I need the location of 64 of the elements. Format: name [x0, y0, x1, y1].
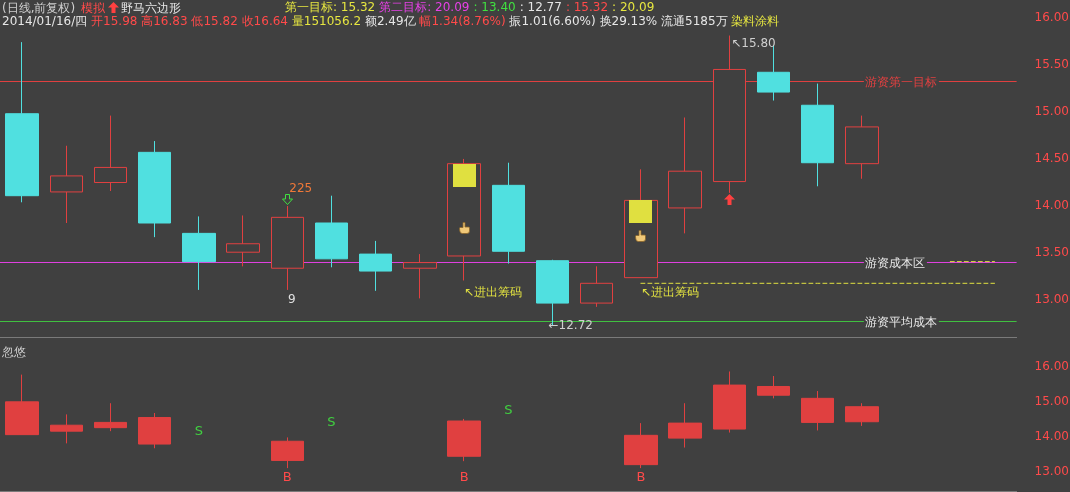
annotation: B — [636, 469, 646, 484]
y-tick-label: 14.00 — [1034, 198, 1069, 213]
candlestick — [94, 115, 127, 192]
ref-line-label: 游资平均成本 — [864, 314, 937, 329]
text: 野马六边形 — [121, 1, 182, 15]
candlestick — [624, 422, 658, 469]
ref-line-label: 游资成本区 — [864, 255, 925, 270]
annotation: ↖15.80 — [731, 35, 776, 50]
text: 第二目标: 20.09 — [379, 0, 470, 14]
candlestick — [138, 140, 171, 238]
y-tick-label: 15.50 — [1034, 56, 1069, 71]
y-tick-label: 15.00 — [1034, 103, 1069, 118]
candlestick — [580, 265, 613, 308]
candlestick — [138, 412, 171, 449]
candlestick — [5, 41, 39, 203]
annotation: B — [282, 469, 292, 484]
y-tick-label: 13.00 — [1034, 292, 1069, 307]
candlestick — [801, 390, 834, 431]
annotation: ←12.72 — [548, 317, 593, 332]
candlestick — [668, 117, 702, 234]
candlestick — [668, 402, 702, 449]
annotation: ↖进出筹码 — [640, 284, 699, 298]
candlestick — [801, 83, 834, 187]
annotation: B — [459, 469, 469, 484]
y-tick-label: 16.00 — [1034, 9, 1069, 24]
candlestick — [403, 253, 437, 299]
text: : 20.09 — [612, 0, 655, 14]
chart-title: 忽悠 — [2, 345, 26, 359]
chart-title: (日线,前复权) — [2, 1, 76, 15]
candlestick — [5, 374, 39, 436]
candlestick — [845, 402, 879, 427]
text: : 12.77 — [519, 0, 562, 14]
candlestick — [315, 195, 348, 268]
annotation: 9 — [287, 291, 296, 306]
candlestick — [713, 370, 746, 434]
text: 2014/01/16/四 开15.98 高16.83 低15.82 收16.64 量151056.2 额2.49亿 幅1.34(8.76%) 振1.01(6.60%) 换29.13% 流通5185万 染料涂料 — [2, 14, 780, 28]
y-tick-label: 14.50 — [1034, 151, 1069, 166]
annotation: S — [194, 423, 204, 438]
y-tick-label: 13.50 — [1034, 245, 1069, 260]
candlestick — [182, 215, 216, 291]
text: : 15.32 — [565, 0, 609, 14]
ref-line-label: 游资第一目标 — [864, 74, 937, 89]
candlestick — [845, 115, 879, 180]
annotation: S — [504, 402, 513, 417]
candlestick — [50, 145, 83, 224]
candlestick — [447, 418, 481, 462]
candlestick — [492, 162, 525, 265]
text: 模拟 — [81, 1, 106, 15]
candlestick — [226, 214, 260, 267]
y-tick-label: 13.00 — [1034, 463, 1069, 478]
candlestick — [359, 240, 392, 292]
candlestick — [50, 413, 83, 444]
candlestick — [94, 402, 127, 432]
annotation: ↖进出筹码 — [464, 284, 523, 298]
y-tick-label: 15.00 — [1034, 393, 1069, 408]
candlestick — [757, 375, 790, 399]
y-tick-label: 16.00 — [1034, 358, 1069, 373]
candlestick — [271, 436, 304, 469]
annotation: 225 — [289, 180, 313, 195]
y-tick-label: 14.00 — [1034, 428, 1069, 443]
text: : 13.40 — [473, 0, 516, 14]
candlestick — [271, 205, 304, 291]
text: 第一目标: 15.32 — [285, 0, 376, 14]
annotation: S — [327, 414, 336, 429]
